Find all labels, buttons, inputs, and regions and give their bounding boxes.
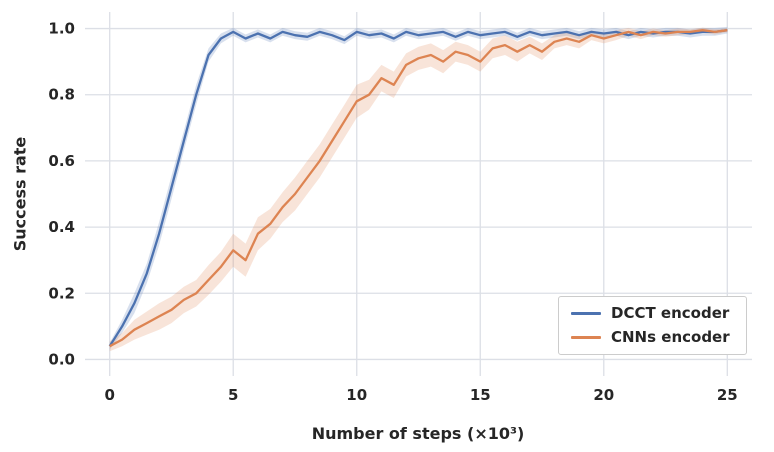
x-tick-label: 10 — [346, 386, 367, 404]
y-tick-label: 0.8 — [48, 86, 75, 104]
x-axis-label: Number of steps (×10³) — [311, 424, 525, 443]
x-tick-label: 0 — [104, 386, 114, 404]
cnns-confidence-band — [109, 27, 728, 352]
y-tick-label: 1.0 — [48, 20, 75, 38]
y-tick-label: 0.2 — [48, 284, 75, 302]
legend-label-dcct: DCCT encoder — [611, 304, 730, 322]
y-tick-label: 0.6 — [48, 152, 75, 170]
x-tick-label: 15 — [470, 386, 491, 404]
y-tick-label: 0.0 — [48, 350, 75, 368]
x-tick-label: 5 — [228, 386, 238, 404]
x-tick-label: 20 — [593, 386, 614, 404]
legend: DCCT encoder CNNs encoder — [558, 296, 747, 355]
dcct-line-swatch — [571, 312, 601, 315]
legend-label-cnns: CNNs encoder — [611, 328, 730, 346]
legend-item-dcct: DCCT encoder — [571, 306, 730, 321]
y-axis-label: Success rate — [10, 136, 30, 252]
cnns-line-swatch — [571, 336, 601, 339]
y-tick-label: 0.4 — [48, 218, 75, 236]
legend-item-cnns: CNNs encoder — [571, 330, 730, 345]
cnns-line — [109, 29, 728, 348]
x-tick-label: 25 — [717, 386, 738, 404]
